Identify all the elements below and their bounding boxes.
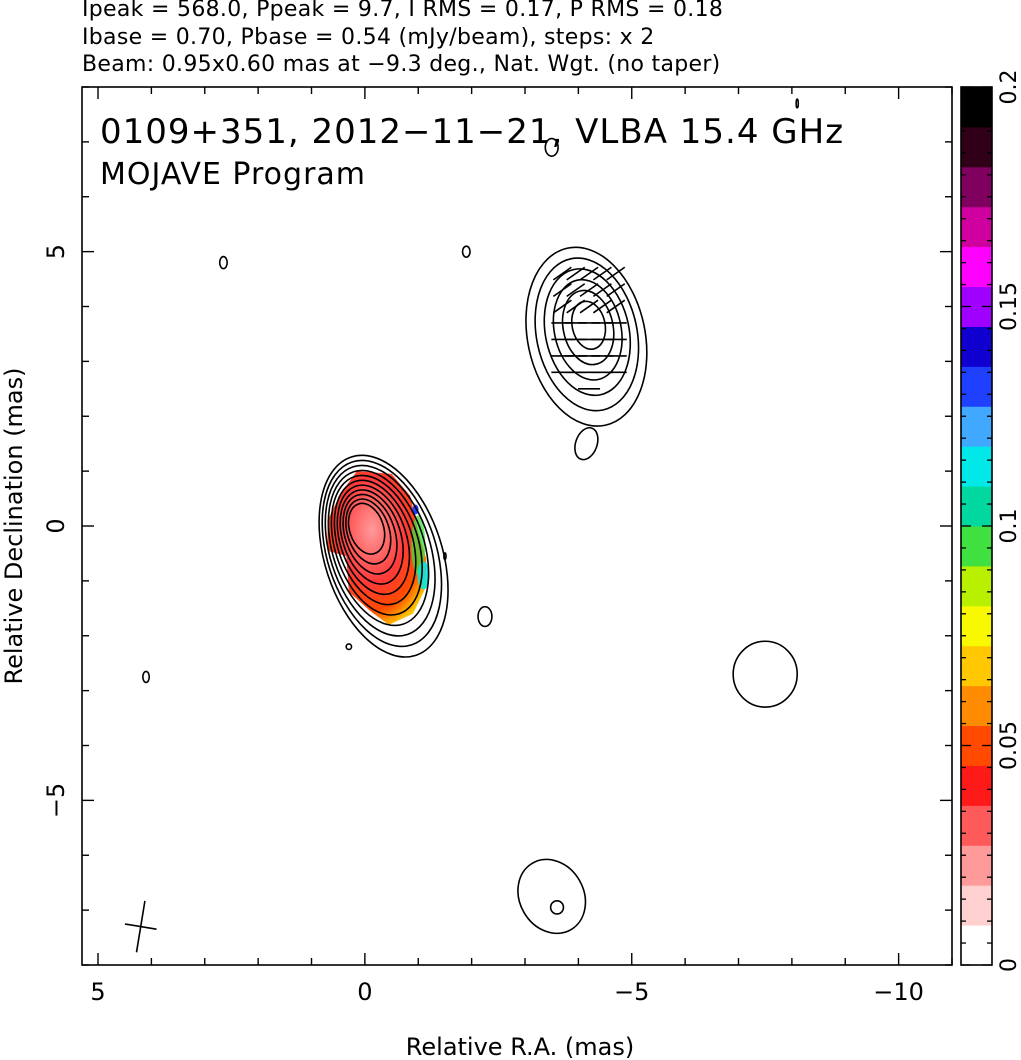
y-tick-label: 5 bbox=[42, 244, 70, 259]
core-contour bbox=[342, 493, 398, 575]
noise-contour bbox=[218, 255, 228, 270]
faint-feature-contour bbox=[517, 858, 587, 935]
y-axis-label: Relative Declination (mas) bbox=[0, 367, 28, 684]
polarization-vector bbox=[592, 299, 612, 314]
polarization-vector bbox=[566, 299, 586, 314]
colorbar-segment bbox=[961, 87, 992, 128]
core-contour bbox=[318, 454, 449, 658]
polarization-vector bbox=[552, 299, 572, 314]
noise-contour bbox=[345, 643, 353, 651]
x-axis-label: Relative R.A. (mas) bbox=[406, 1033, 634, 1060]
core-contour bbox=[330, 474, 423, 616]
noise-contour bbox=[795, 98, 800, 109]
core-contour bbox=[327, 469, 430, 627]
noise-contour bbox=[477, 605, 493, 628]
polarization-vector bbox=[566, 266, 586, 281]
knot-contour bbox=[543, 268, 632, 397]
colorbar-segment bbox=[961, 206, 992, 248]
colorbar-tick-label: 0.05 bbox=[997, 721, 1021, 770]
colorbar-segment bbox=[961, 126, 992, 168]
colorbar-segment bbox=[961, 765, 992, 806]
noise-contour bbox=[544, 137, 559, 157]
colorbar-segment bbox=[961, 166, 992, 208]
colorbar-tick-label: 0.1 bbox=[997, 509, 1021, 544]
polarization-vector bbox=[579, 299, 599, 314]
beam-minor-axis bbox=[124, 923, 157, 930]
core-contour bbox=[345, 498, 392, 565]
polarization-vector bbox=[566, 283, 586, 298]
header-line-3: Beam: 0.95x0.60 mas at −9.3 deg., Nat. W… bbox=[82, 52, 721, 77]
y-tick-label: 0 bbox=[42, 518, 70, 533]
colorbar: 0 0.05 0.1 0.15 0.2 bbox=[960, 70, 1021, 972]
colorbar-segment bbox=[961, 885, 992, 926]
colorbar-segment bbox=[961, 805, 992, 846]
polarization-vector bbox=[552, 266, 572, 281]
polarization-vector bbox=[592, 283, 612, 298]
colorbar-segment bbox=[961, 326, 992, 367]
colorbar-segment bbox=[961, 366, 992, 407]
faint-feature-contour bbox=[732, 640, 799, 708]
colorbar-segment bbox=[961, 685, 992, 727]
polarization-vector bbox=[579, 283, 599, 298]
polarization-vector bbox=[579, 266, 599, 281]
plot-frame bbox=[81, 86, 953, 966]
colorbar-segment bbox=[961, 446, 992, 487]
y-tick-label: −5 bbox=[42, 783, 70, 818]
header-line-1: Ipeak = 568.0, Ppeak = 9.7, I RMS = 0.17… bbox=[82, 0, 724, 22]
polarization-vector bbox=[606, 266, 626, 281]
core-contour bbox=[333, 479, 417, 606]
x-tick-label: 5 bbox=[90, 978, 105, 1006]
polarization-vector bbox=[552, 283, 572, 298]
colorbar-segment bbox=[961, 605, 992, 647]
knot-appendage-contour bbox=[574, 426, 599, 461]
colorbar-segment bbox=[961, 845, 992, 886]
x-tick-label: −10 bbox=[873, 978, 924, 1006]
colorbar-segment bbox=[961, 565, 992, 607]
noise-contour bbox=[443, 552, 447, 561]
polarization-vector bbox=[606, 283, 626, 298]
core-contour bbox=[324, 464, 436, 637]
beam-marker bbox=[124, 900, 157, 953]
polarization-vector bbox=[606, 299, 626, 314]
knot-contour bbox=[525, 246, 648, 427]
chart-title: 0109+351, 2012−11−21, VLBA 15.4 GHz bbox=[100, 112, 844, 152]
faint-feature-contour bbox=[549, 899, 565, 915]
high-polarization-edge bbox=[412, 504, 419, 515]
core-contour bbox=[321, 459, 443, 648]
colorbar-tick-label: 0.2 bbox=[997, 70, 1021, 105]
colorbar-segment bbox=[961, 486, 992, 527]
x-tick-label: −5 bbox=[614, 978, 649, 1006]
colorbar-tick-label: 0 bbox=[997, 958, 1021, 972]
chart-subtitle: MOJAVE Program bbox=[100, 157, 366, 192]
colorbar-tick-label: 0.15 bbox=[997, 282, 1021, 331]
intensity-contours bbox=[142, 98, 800, 935]
colorbar-segment bbox=[961, 925, 992, 966]
knot-contour bbox=[534, 257, 640, 412]
noise-contour bbox=[461, 245, 471, 258]
x-tick-label: 0 bbox=[357, 978, 372, 1006]
colorbar-segment bbox=[961, 526, 992, 567]
header-line-2: Ibase = 0.70, Pbase = 0.54 (mJy/beam), s… bbox=[82, 25, 655, 50]
polarization-vectors bbox=[551, 266, 627, 390]
colorbar-segment bbox=[961, 246, 992, 288]
core-contour bbox=[339, 489, 404, 585]
polarization-vector bbox=[592, 266, 612, 281]
colorbar-segment bbox=[961, 645, 992, 687]
noise-contour bbox=[142, 670, 151, 684]
core-contour bbox=[336, 484, 411, 596]
core-contour bbox=[347, 502, 386, 555]
colorbar-segment bbox=[961, 406, 992, 447]
